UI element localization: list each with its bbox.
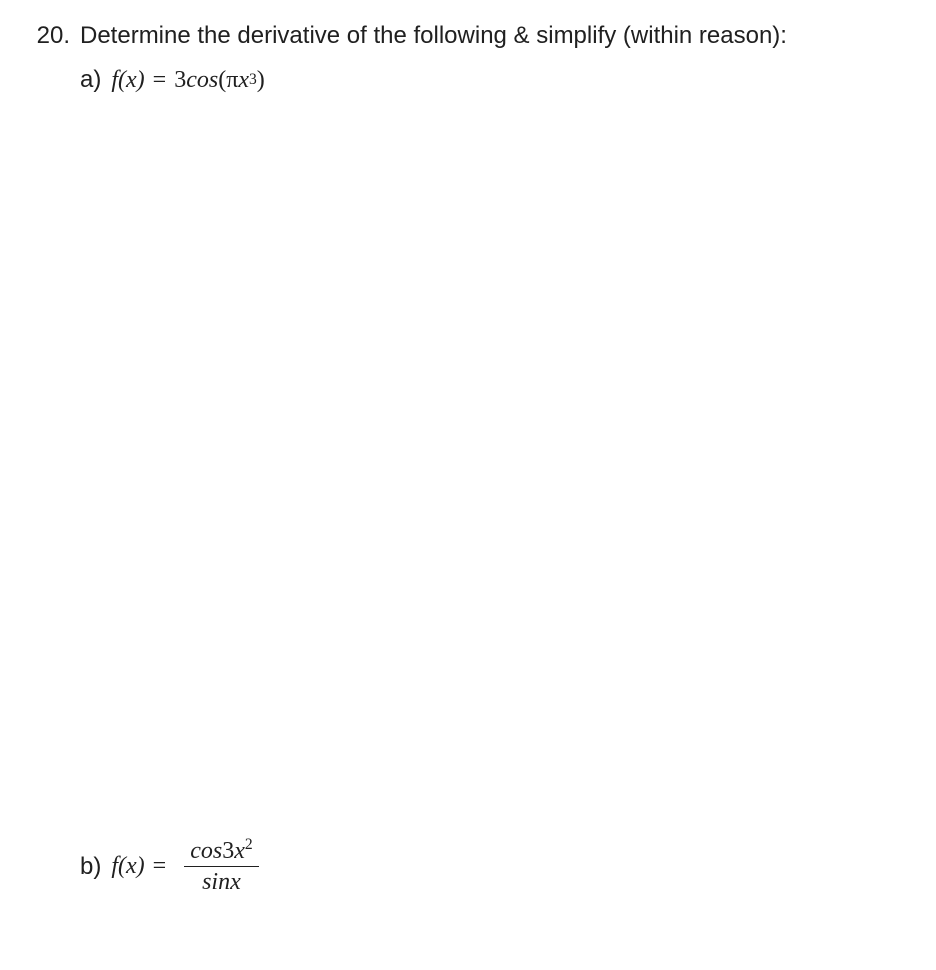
- var-x: x: [238, 67, 249, 94]
- part-b: b) f(x) = cos3x2 sinx: [80, 838, 259, 896]
- num-func: cos: [190, 838, 222, 864]
- page: 20. Determine the derivative of the foll…: [0, 0, 936, 970]
- equals-sign: =: [145, 67, 175, 94]
- part-b-expression: f(x) = cos3x2 sinx: [111, 838, 258, 896]
- denominator: sinx: [196, 869, 247, 895]
- den-func: sin: [202, 869, 230, 895]
- equals-sign: =: [145, 853, 175, 880]
- fx-symbol: f(x): [111, 67, 144, 94]
- coeff: 3: [174, 67, 186, 94]
- question-number: 20.: [24, 20, 80, 52]
- func-cos: cos: [186, 67, 218, 94]
- numerator: cos3x2: [184, 838, 258, 864]
- num-var: x: [234, 838, 245, 864]
- paren-close: ): [257, 67, 265, 94]
- fraction: cos3x2 sinx: [184, 838, 258, 896]
- part-a-label: a): [80, 66, 101, 94]
- num-exp: 2: [245, 836, 253, 853]
- den-var: x: [230, 869, 241, 895]
- fx-symbol: f(x): [111, 853, 144, 880]
- part-a-expression: f(x) = 3cos(πx3): [111, 67, 264, 94]
- question-line: 20. Determine the derivative of the foll…: [24, 20, 912, 52]
- paren-open: (: [218, 67, 226, 94]
- question-prompt: Determine the derivative of the followin…: [80, 20, 912, 52]
- fraction-bar: [184, 866, 258, 867]
- pi-symbol: π: [226, 67, 238, 94]
- part-a: a) f(x) = 3cos(πx3): [80, 66, 912, 94]
- part-b-label: b): [80, 853, 101, 881]
- num-coeff: 3: [222, 838, 234, 864]
